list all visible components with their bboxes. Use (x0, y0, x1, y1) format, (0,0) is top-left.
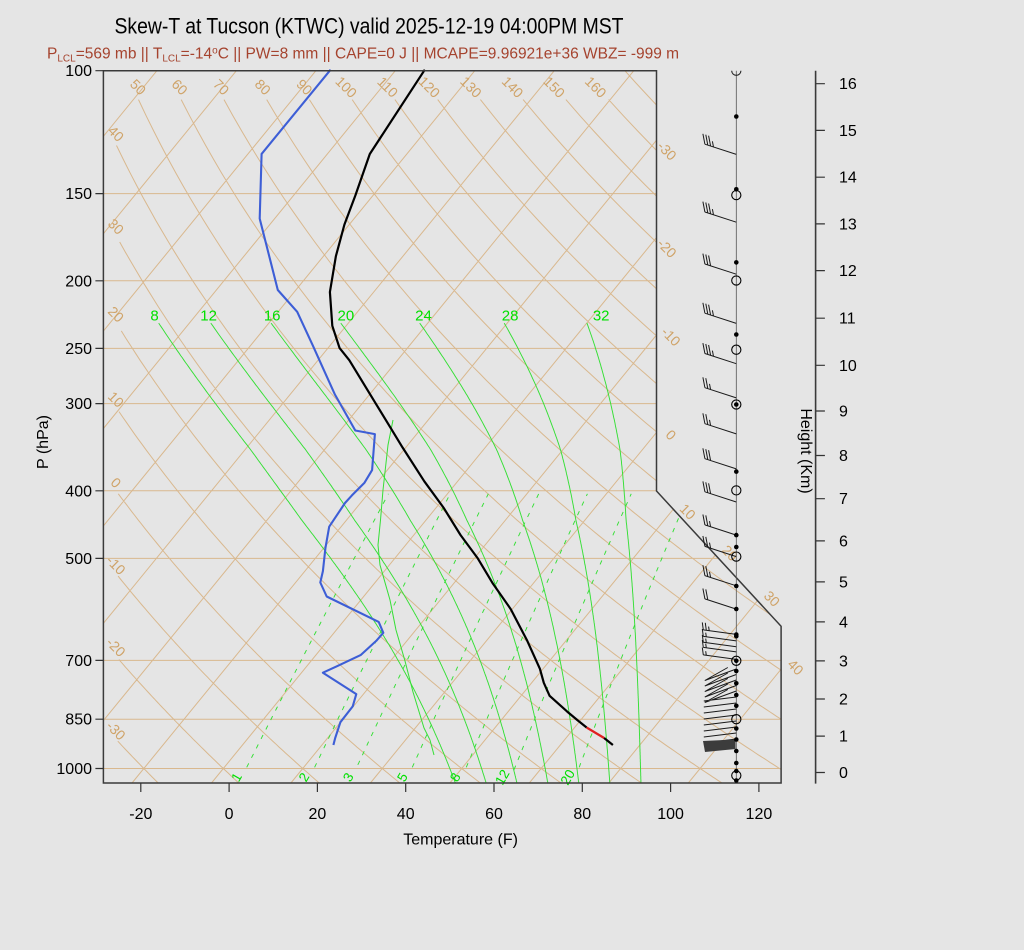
svg-text:60: 60 (485, 806, 503, 823)
svg-text:1: 1 (839, 729, 848, 746)
svg-text:10: 10 (839, 358, 857, 375)
svg-text:14: 14 (839, 170, 857, 187)
svg-text:5: 5 (839, 574, 848, 591)
svg-text:1000: 1000 (56, 761, 92, 778)
svg-text:200: 200 (65, 273, 92, 290)
svg-text:Height (Km): Height (Km) (797, 408, 814, 493)
svg-text:Temperature (F): Temperature (F) (403, 832, 518, 849)
svg-text:11: 11 (839, 311, 856, 328)
svg-text:250: 250 (65, 341, 92, 358)
svg-text:Skew-T at Tucson (KTWC) valid: Skew-T at Tucson (KTWC) valid 2025-12-19… (115, 14, 624, 39)
svg-text:7: 7 (839, 491, 848, 508)
svg-text:100: 100 (657, 806, 684, 823)
svg-text:6: 6 (839, 533, 848, 550)
svg-text:-20: -20 (129, 806, 152, 823)
svg-text:13: 13 (839, 216, 857, 233)
svg-text:28: 28 (502, 307, 519, 324)
svg-text:P (hPa): P (hPa) (35, 415, 52, 469)
svg-text:16: 16 (264, 307, 281, 324)
svg-text:24: 24 (415, 307, 432, 324)
svg-text:100: 100 (65, 63, 92, 80)
svg-text:8: 8 (839, 448, 848, 465)
svg-text:400: 400 (65, 483, 92, 500)
svg-text:2: 2 (839, 692, 848, 709)
svg-text:12: 12 (200, 307, 217, 324)
svg-text:20: 20 (309, 806, 327, 823)
svg-text:0: 0 (839, 765, 848, 782)
svg-text:80: 80 (573, 806, 591, 823)
svg-text:850: 850 (65, 712, 92, 729)
svg-text:20: 20 (338, 307, 355, 324)
svg-text:32: 32 (593, 307, 610, 324)
svg-text:9: 9 (839, 404, 848, 421)
svg-text:300: 300 (65, 396, 92, 413)
svg-text:0: 0 (225, 806, 234, 823)
svg-text:500: 500 (65, 551, 92, 568)
svg-text:8: 8 (150, 307, 158, 324)
svg-text:4: 4 (839, 614, 848, 631)
svg-text:700: 700 (65, 653, 92, 670)
svg-text:150: 150 (65, 186, 92, 203)
svg-text:PLCL=569 mb || TLCL=-14oC || P: PLCL=569 mb || TLCL=-14oC || PW=8 mm || … (47, 46, 679, 65)
svg-text:120: 120 (746, 806, 773, 823)
svg-text:12: 12 (839, 263, 857, 280)
svg-text:40: 40 (397, 806, 415, 823)
svg-text:16: 16 (839, 76, 857, 93)
svg-text:3: 3 (839, 653, 848, 670)
svg-text:15: 15 (839, 123, 857, 140)
